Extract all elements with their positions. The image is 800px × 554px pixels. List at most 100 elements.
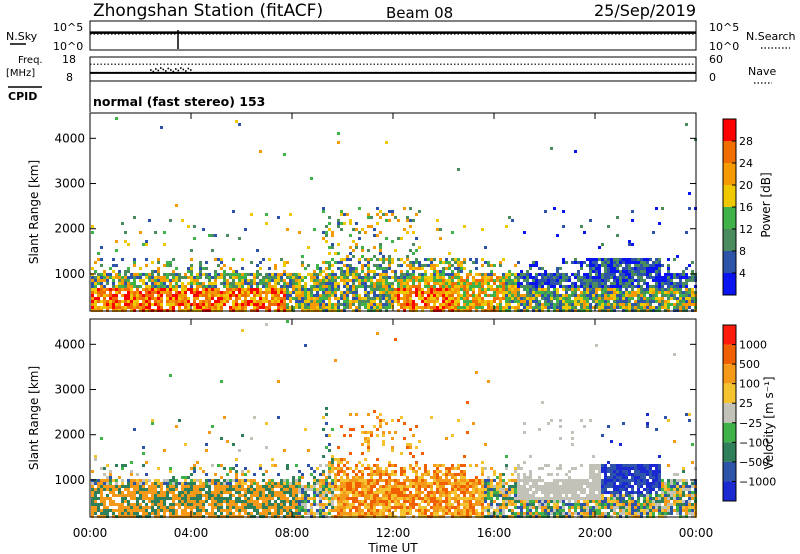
power-cell bbox=[310, 288, 313, 291]
power-cell bbox=[481, 297, 484, 300]
velocity-cell bbox=[286, 500, 289, 503]
velocity-cell bbox=[232, 467, 235, 470]
power-cell bbox=[301, 306, 304, 309]
power-cell bbox=[286, 291, 289, 294]
velocity-cell bbox=[145, 479, 148, 482]
velocity-cell bbox=[373, 473, 376, 476]
power-cell bbox=[388, 306, 391, 309]
velocity-cell bbox=[493, 470, 496, 473]
power-cell bbox=[376, 258, 379, 261]
power-cell bbox=[349, 264, 352, 267]
velocity-cell bbox=[241, 488, 244, 491]
power-cell bbox=[373, 255, 376, 258]
velocity-cell bbox=[223, 485, 226, 488]
velocity-cell bbox=[289, 503, 292, 506]
velocity-cell bbox=[322, 455, 325, 458]
velocity-cell bbox=[373, 464, 376, 467]
velocity-cell bbox=[421, 512, 424, 515]
velocity-cell bbox=[352, 482, 355, 485]
velocity-cell bbox=[208, 479, 211, 482]
power-cell bbox=[472, 261, 475, 264]
velocity-cell bbox=[502, 503, 505, 506]
velocity-cell bbox=[448, 497, 451, 500]
power-cell bbox=[280, 276, 283, 279]
power-cell bbox=[682, 303, 685, 306]
power-cell bbox=[379, 276, 382, 279]
power-cell bbox=[136, 300, 139, 303]
power-cell bbox=[322, 276, 325, 279]
velocity-cell bbox=[352, 503, 355, 506]
velocity-cell bbox=[142, 512, 145, 515]
power-cell bbox=[244, 306, 247, 309]
velocity-cell bbox=[268, 506, 271, 509]
power-cell bbox=[211, 297, 214, 300]
power-cell bbox=[505, 225, 508, 228]
power-cell bbox=[595, 291, 598, 294]
velocity-cell bbox=[133, 482, 136, 485]
power-cell bbox=[439, 270, 442, 273]
power-cell bbox=[685, 276, 688, 279]
power-cell bbox=[334, 291, 337, 294]
power-cell bbox=[346, 285, 349, 288]
power-cell bbox=[274, 279, 277, 282]
power-cell bbox=[163, 273, 166, 276]
velocity-cell bbox=[199, 497, 202, 500]
velocity-cell bbox=[535, 482, 538, 485]
power-cell bbox=[460, 294, 463, 297]
power-cell bbox=[373, 294, 376, 297]
velocity-cell bbox=[403, 422, 406, 425]
velocity-cell bbox=[262, 509, 265, 512]
velocity-cell bbox=[334, 482, 337, 485]
power-cell bbox=[589, 261, 592, 264]
power-cell bbox=[613, 267, 616, 270]
power-cell bbox=[490, 306, 493, 309]
power-cell bbox=[691, 297, 694, 300]
freq-panel: Freq. [MHz] 18 8 60 0 Nave bbox=[6, 53, 776, 84]
power-cell bbox=[445, 297, 448, 300]
power-cell bbox=[589, 279, 592, 282]
power-cell bbox=[457, 288, 460, 291]
velocity-cell bbox=[454, 497, 457, 500]
power-cell bbox=[196, 273, 199, 276]
power-cell bbox=[229, 285, 232, 288]
power-cell bbox=[571, 291, 574, 294]
velocity-cell bbox=[394, 431, 397, 434]
velocity-cell bbox=[430, 488, 433, 491]
velocity-cell bbox=[337, 461, 340, 464]
power-cell bbox=[223, 282, 226, 285]
power-cell bbox=[358, 261, 361, 264]
power-cell bbox=[652, 294, 655, 297]
power-cell bbox=[499, 291, 502, 294]
velocity-cell bbox=[253, 482, 256, 485]
velocity-cell bbox=[484, 506, 487, 509]
power-cell bbox=[211, 282, 214, 285]
power-cell bbox=[115, 297, 118, 300]
power-cell bbox=[217, 297, 220, 300]
power-cell bbox=[460, 267, 463, 270]
power-cell bbox=[169, 285, 172, 288]
velocity-cell bbox=[328, 443, 331, 446]
velocity-cell bbox=[520, 503, 523, 506]
velocity-cell bbox=[196, 509, 199, 512]
power-cell bbox=[175, 267, 178, 270]
power-cell bbox=[361, 264, 364, 267]
power-cell bbox=[493, 300, 496, 303]
velocity-cell bbox=[238, 479, 241, 482]
power-cell bbox=[259, 150, 262, 153]
power-cell bbox=[511, 285, 514, 288]
velocity-cell bbox=[184, 482, 187, 485]
velocity-cell bbox=[181, 485, 184, 488]
power-cell bbox=[298, 282, 301, 285]
power-cell bbox=[283, 261, 286, 264]
power-cell bbox=[451, 285, 454, 288]
velocity-cell bbox=[367, 509, 370, 512]
velocity-cell bbox=[289, 488, 292, 491]
power-cell bbox=[109, 267, 112, 270]
power-cell bbox=[196, 294, 199, 297]
power-cell bbox=[241, 294, 244, 297]
velocity-cell bbox=[343, 488, 346, 491]
velocity-cell bbox=[268, 500, 271, 503]
power-cell bbox=[451, 282, 454, 285]
power-cell bbox=[151, 279, 154, 282]
power-cell bbox=[106, 282, 109, 285]
